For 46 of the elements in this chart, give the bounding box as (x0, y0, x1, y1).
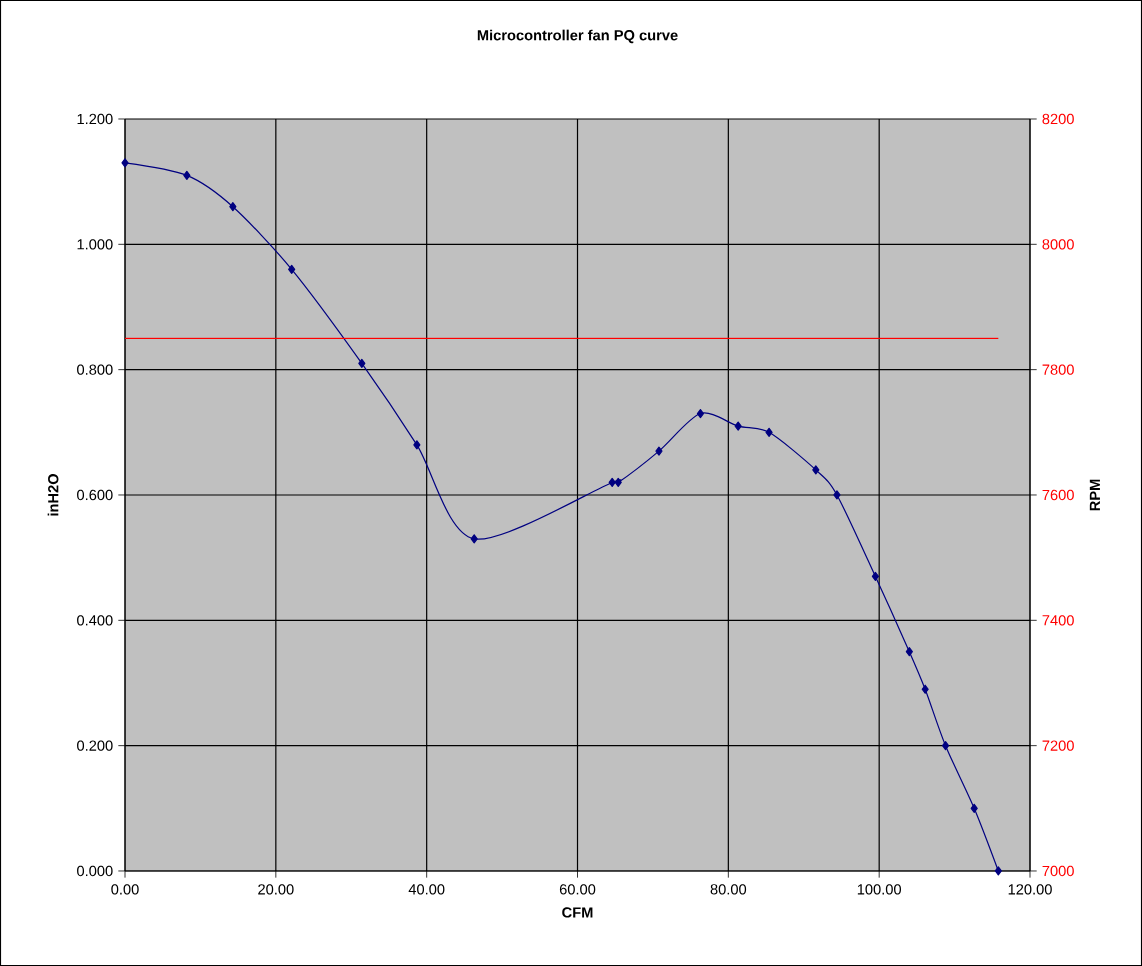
y-tick-label: 0.800 (77, 364, 113, 375)
y-tick-label: 1.000 (77, 239, 113, 250)
point (183, 170, 191, 180)
point (905, 647, 913, 657)
point (921, 684, 929, 694)
point (288, 264, 296, 274)
x-tick-label: 60.00 (559, 884, 596, 895)
x-axis-title: CFM (562, 907, 593, 918)
y2-tick-label: 7800 (1042, 364, 1074, 375)
x-tick-label: 100.00 (857, 884, 902, 895)
point (970, 803, 978, 813)
x-tick-label: 80.00 (710, 884, 747, 895)
point (833, 490, 841, 500)
point (994, 866, 1002, 876)
point (121, 158, 129, 168)
point (229, 202, 237, 212)
y2-tick-label: 7000 (1042, 865, 1074, 877)
x-tick-label: 40.00 (408, 884, 445, 895)
point (765, 427, 773, 437)
y-tick-label: 0.400 (77, 615, 113, 626)
chart-title: Microcontroller fan PQ curve (477, 29, 678, 44)
point (941, 741, 950, 751)
point (655, 446, 663, 456)
y-tick-label: 1.200 (77, 113, 113, 125)
point (696, 408, 705, 419)
point (413, 440, 421, 450)
point (470, 534, 478, 544)
y-axis-title: inH2O (47, 474, 59, 516)
y-tick-label: 0.000 (77, 865, 113, 877)
point (608, 477, 616, 488)
point (734, 421, 742, 431)
x-tick-label: 120.00 (1008, 884, 1052, 895)
y2-tick-label: 7400 (1042, 615, 1074, 626)
point (812, 465, 820, 475)
point (358, 358, 366, 368)
y2-tick-label: 7600 (1042, 489, 1074, 501)
y-tick-label: 0.600 (77, 489, 113, 501)
point (614, 477, 622, 488)
y-tick-label: 0.200 (77, 740, 113, 751)
point (871, 571, 879, 582)
y2-tick-label: 8000 (1042, 239, 1074, 250)
x-tick-label: 20.00 (258, 884, 294, 895)
x-tick-label: 0.00 (111, 884, 139, 895)
y2-tick-label: 7200 (1042, 740, 1074, 751)
y2-tick-label: 8200 (1042, 113, 1074, 125)
y2-axis-title: RPM (1089, 479, 1100, 511)
